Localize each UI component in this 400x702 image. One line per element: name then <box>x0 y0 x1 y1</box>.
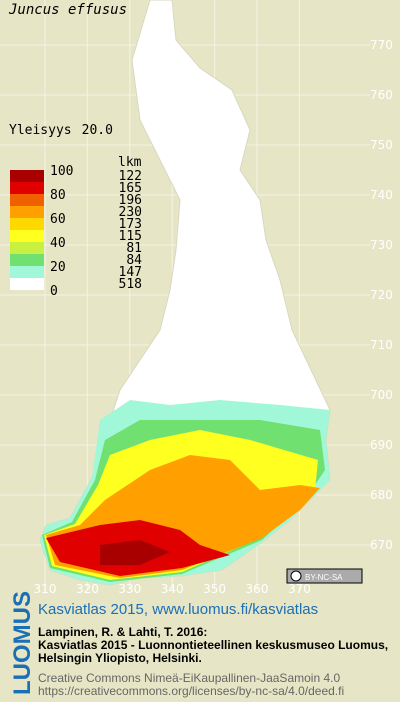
y-label: 700 <box>370 388 393 402</box>
y-label: 670 <box>370 538 393 552</box>
license-badge-text: BY-NC-SA <box>305 573 343 582</box>
y-label: 760 <box>370 88 393 102</box>
count-header: lkm <box>118 155 142 170</box>
x-label: 370 <box>288 582 311 596</box>
license-line: Creative Commons Nimeä-EiKaupallinen-Jaa… <box>38 671 340 685</box>
y-label: 680 <box>370 488 393 502</box>
x-label: 310 <box>34 582 57 596</box>
x-label: 330 <box>118 582 141 596</box>
legend-scale-label: 60 <box>50 212 66 227</box>
y-label: 730 <box>370 238 393 252</box>
y-label: 710 <box>370 338 393 352</box>
legend-scale-label: 100 <box>50 164 73 179</box>
x-label: 360 <box>246 582 269 596</box>
footer-text: Lampinen, R. & Lahti, T. 2016:Kasviatlas… <box>38 625 388 698</box>
license-badge: BY-NC-SA <box>286 568 363 584</box>
legend-swatch <box>10 266 44 278</box>
x-label: 320 <box>76 582 99 596</box>
legend-scale-label: 0 <box>50 284 58 299</box>
legend-swatch <box>10 278 44 290</box>
y-label: 770 <box>370 38 393 52</box>
legend-swatch <box>10 230 44 242</box>
legend-count: 122 <box>119 169 142 184</box>
title: Juncus effusus <box>8 2 127 18</box>
frequency-value: 20.0 <box>82 123 113 138</box>
x-label: 350 <box>203 582 226 596</box>
legend-swatch <box>10 218 44 230</box>
y-label: 740 <box>370 188 393 202</box>
x-label: 340 <box>161 582 184 596</box>
legend-count: 518 <box>119 277 142 292</box>
legend-swatch <box>10 242 44 254</box>
citation-line: Helsingin Yliopisto, Helsinki. <box>38 651 202 665</box>
legend-swatch <box>10 170 44 182</box>
y-label: 720 <box>370 288 393 302</box>
legend-swatch <box>10 182 44 194</box>
citation-line: Kasviatlas 2015 - Luonnontieteellinen ke… <box>38 638 388 652</box>
legend-count: 81 <box>126 241 142 256</box>
legend-count: 165 <box>119 181 142 196</box>
frequency-name: Yleisyys <box>9 123 72 138</box>
band-darkred <box>100 540 170 565</box>
y-label: 750 <box>370 138 393 152</box>
brand: LUOMUS <box>9 591 36 695</box>
legend-count: 147 <box>119 265 142 280</box>
citation-line: Lampinen, R. & Lahti, T. 2016: <box>38 625 207 639</box>
legend-count: 115 <box>119 229 142 244</box>
link[interactable]: Kasviatlas 2015, www.luomus.fi/kasviatla… <box>38 601 318 618</box>
legend-count: 230 <box>119 205 142 220</box>
legend-swatch <box>10 206 44 218</box>
legend-scale-label: 80 <box>50 188 66 203</box>
legend-scale-label: 20 <box>50 260 66 275</box>
legend-count: 196 <box>119 193 142 208</box>
legend-swatch <box>10 194 44 206</box>
frequency-label: Yleisyys 20.0 <box>9 123 113 138</box>
license-line: https://creativecommons.org/licenses/by-… <box>38 684 344 698</box>
legend-count: 173 <box>119 217 142 232</box>
legend-swatch <box>10 254 44 266</box>
y-label: 690 <box>370 438 393 452</box>
legend-scale-label: 40 <box>50 236 66 251</box>
legend-count: 84 <box>126 253 142 268</box>
